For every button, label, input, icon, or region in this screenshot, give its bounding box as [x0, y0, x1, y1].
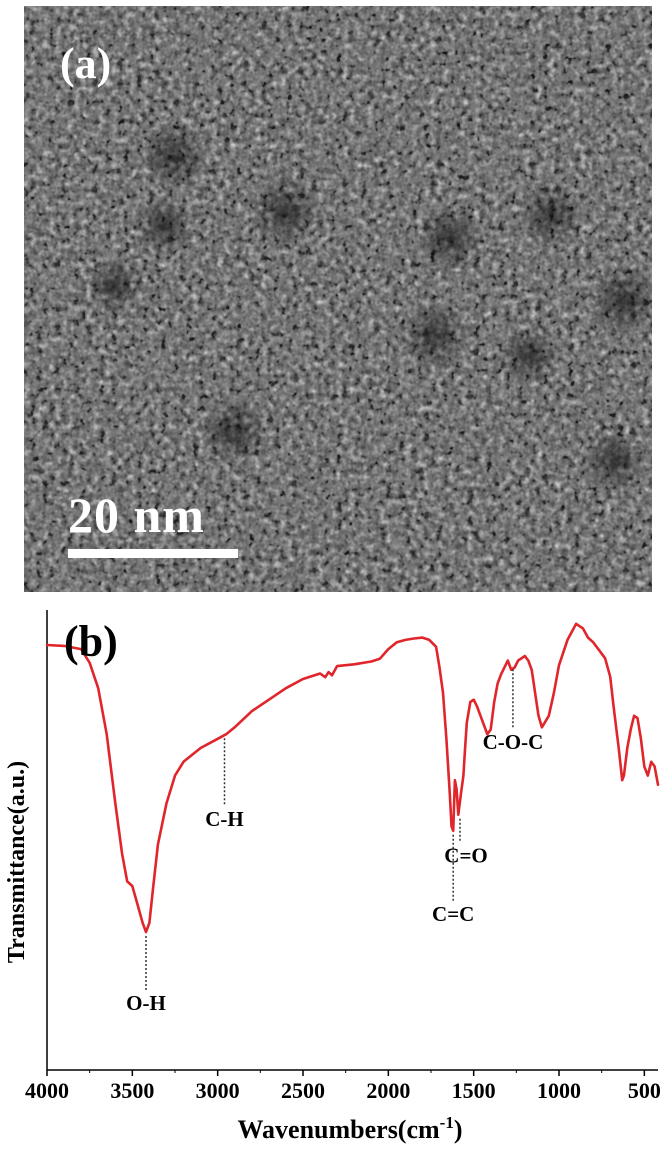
nanodot-shadows [86, 122, 652, 493]
panel-b-label: (b) [64, 617, 118, 666]
x-tick-label: 2000 [366, 1078, 410, 1103]
x-tick-label: 1000 [537, 1078, 581, 1103]
annotation-label: C-O-C [483, 730, 544, 754]
y-axis-label: Transmittance(a.u.) [4, 761, 30, 963]
annotation-label: C=O [444, 844, 487, 868]
scale-bar [68, 549, 238, 558]
series-line-0 [45, 622, 660, 934]
tem-image-panel: (a) 20 nm [24, 6, 652, 592]
x-tick-label: 500 [628, 1078, 661, 1103]
annotation-label: O-H [126, 991, 166, 1015]
x-tick-label: 2500 [281, 1078, 325, 1103]
x-axis-label: Wavenumbers(cm-1) [237, 1113, 462, 1144]
ftir-chart: 4000 3500 3000 2500 2000 1500 1000 500 O-H C-H C=… [4, 610, 661, 1144]
ftir-chart-panel: 4000 3500 3000 2500 2000 1500 1000 500 O-H C-H C=… [0, 600, 664, 1150]
scale-bar-label: 20 nm [68, 487, 205, 543]
tem-micrograph [24, 6, 652, 592]
x-tick-label: 4000 [25, 1078, 69, 1103]
panel-a-label: (a) [60, 39, 112, 88]
x-tick-label: 1500 [452, 1078, 496, 1103]
annotation-label: C-H [205, 807, 244, 831]
x-tick-label: 3500 [110, 1078, 154, 1103]
annotation-label: C=C [432, 902, 474, 926]
x-tick-label: 3000 [196, 1078, 240, 1103]
